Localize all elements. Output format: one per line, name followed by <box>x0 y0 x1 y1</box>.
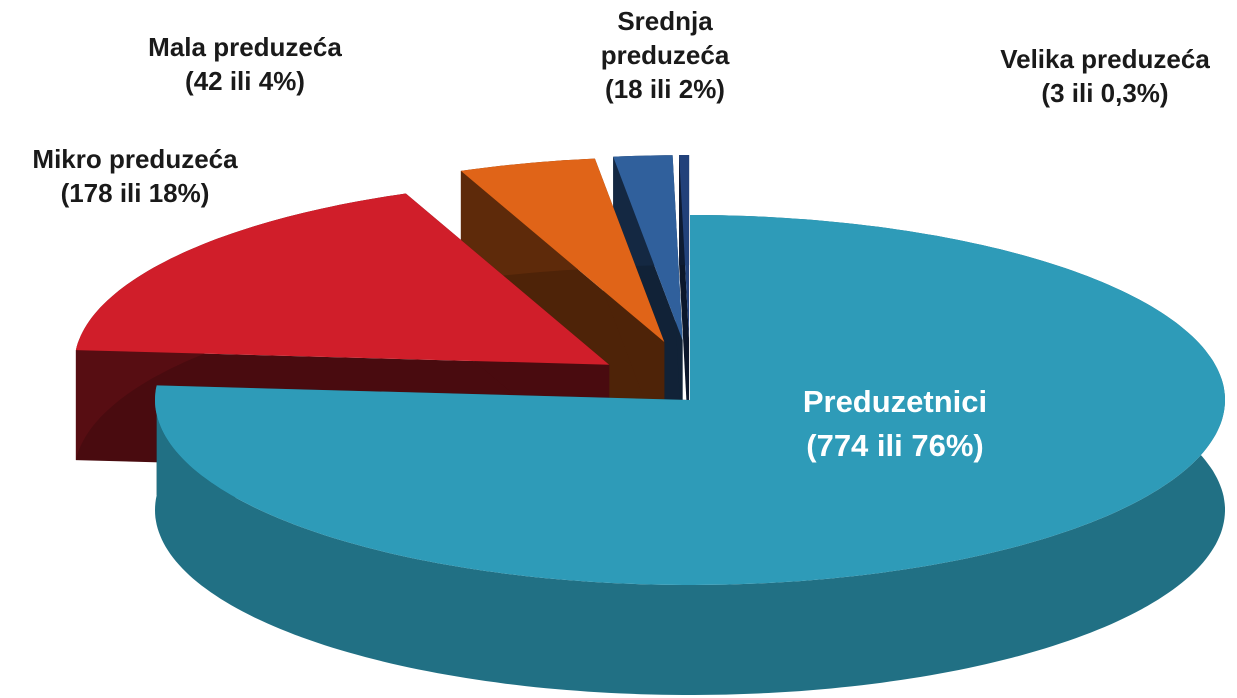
slice-label: Mala preduzeća (42 ili 4%) <box>95 30 395 98</box>
slice <box>460 158 665 452</box>
value-label: (3 ili 0,3%) <box>1041 78 1169 108</box>
slice-top <box>75 193 610 365</box>
category-label: Mala preduzeća <box>148 32 342 62</box>
slice <box>679 155 690 450</box>
category-label: Velika preduzeća <box>1000 44 1210 74</box>
category-label: Srednja preduzeća <box>600 6 730 70</box>
slice-label: Velika preduzeća (3 ili 0,3%) <box>955 42 1237 110</box>
slice-top <box>460 158 665 342</box>
value-label: (42 ili 4%) <box>185 66 305 96</box>
value-label: (18 ili 2%) <box>605 74 725 104</box>
value-label: (774 ili 76%) <box>806 428 984 463</box>
slice-top <box>613 155 683 341</box>
slice-top <box>679 155 690 340</box>
slice <box>155 215 1225 695</box>
category-label: Preduzetnici <box>802 384 988 419</box>
slice-top <box>155 215 1225 585</box>
slice-label: Srednja preduzeća (18 ili 2%) <box>585 4 745 106</box>
slice-label: Preduzetnici (774 ili 76%) <box>745 380 1045 468</box>
category-label: Mikro preduzeća <box>32 144 238 174</box>
value-label: (178 ili 18%) <box>60 178 210 208</box>
slice-label: Mikro preduzeća (178 ili 18%) <box>0 142 285 210</box>
